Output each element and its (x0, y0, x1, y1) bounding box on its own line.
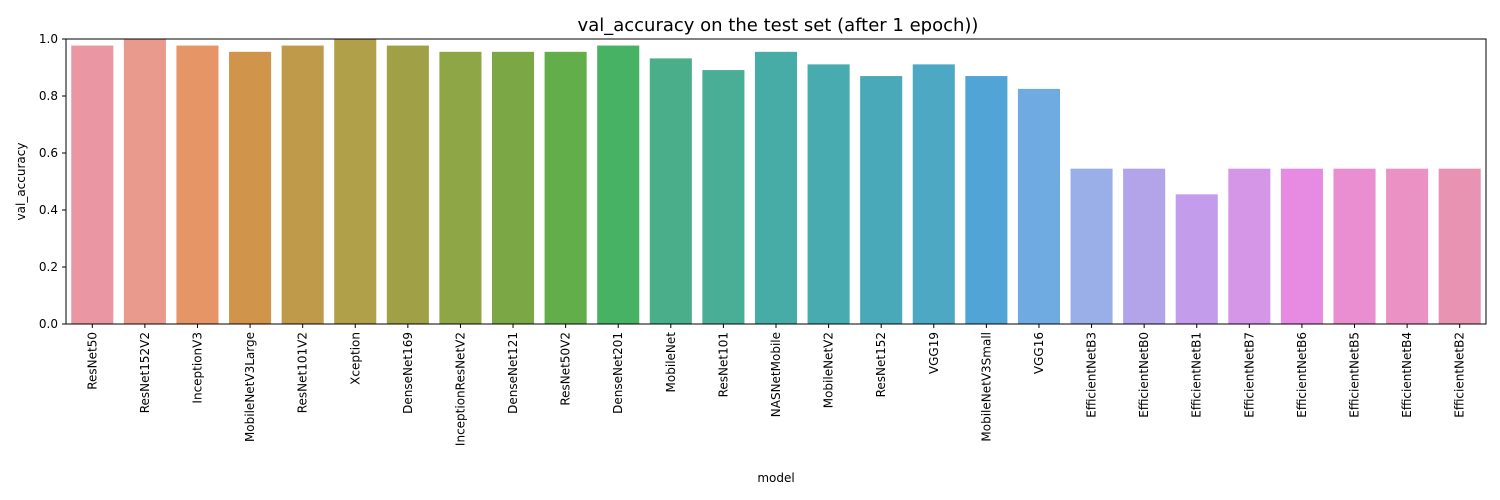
bar-MobileNetV3Small (965, 76, 1008, 324)
bar-ResNet152V2 (123, 39, 166, 324)
x-tick-label: DenseNet121 (506, 332, 520, 414)
bar-EfficientNetB0 (1123, 168, 1166, 324)
bar-EfficientNetB5 (1333, 168, 1376, 324)
bar-InceptionV3 (176, 45, 219, 325)
x-tick-label: MobileNetV3Large (243, 332, 257, 442)
x-tick-label: VGG16 (1032, 332, 1046, 374)
x-tick-label: ResNet50 (85, 332, 99, 390)
bar-DenseNet121 (492, 51, 535, 324)
y-tick-label: 0.0 (39, 317, 58, 331)
y-tick-label: 0.4 (39, 203, 58, 217)
x-tick-label: ResNet101V2 (296, 332, 310, 413)
bar-VGG16 (1017, 88, 1060, 325)
bar-EfficientNetB7 (1228, 168, 1271, 324)
bar-DenseNet169 (386, 45, 429, 325)
bar-InceptionResNetV2 (439, 51, 482, 324)
chart-title: val_accuracy on the test set (after 1 ep… (578, 15, 979, 36)
y-tick-label: 0.2 (39, 260, 58, 274)
x-tick-label: ResNet152V2 (138, 332, 152, 413)
x-tick-label: ResNet101 (716, 332, 730, 397)
x-tick-label: DenseNet201 (611, 332, 625, 414)
x-tick-label: EfficientNetB3 (1085, 332, 1099, 418)
x-tick-label: NASNetMobile (769, 332, 783, 417)
y-axis: 0.0 0.2 0.4 0.6 0.8 1.0 (39, 32, 66, 331)
x-tick-label: EfficientNetB7 (1242, 332, 1256, 418)
x-tick-label: EfficientNetB4 (1400, 332, 1414, 418)
x-tick-label: ResNet152 (874, 332, 888, 397)
x-tick-label: Xception (348, 332, 362, 385)
bar-MobileNet (649, 58, 692, 324)
x-tick-label: MobileNet (664, 332, 678, 393)
bar-Xception (334, 39, 377, 324)
x-tick-label: MobileNetV2 (822, 332, 836, 408)
bar-ResNet101V2 (281, 45, 324, 325)
bar-NASNetMobile (754, 51, 798, 324)
x-tick-label: EfficientNetB5 (1348, 332, 1362, 418)
plot-frame (65, 38, 1487, 325)
y-axis-title: val_accuracy (14, 143, 28, 221)
bar-ResNet101 (702, 70, 745, 324)
bar-EfficientNetB6 (1280, 168, 1323, 324)
bar-MobileNetV2 (807, 64, 850, 325)
bar-EfficientNetB1 (1175, 194, 1218, 324)
bar-VGG19 (912, 64, 955, 325)
x-tick-label: EfficientNetB0 (1137, 332, 1151, 418)
x-tick-label: InceptionV3 (190, 332, 204, 404)
bar-ResNet50 (71, 45, 114, 325)
x-axis-title: model (757, 471, 794, 485)
y-tick-label: 1.0 (39, 32, 58, 46)
x-tick-label: VGG19 (927, 332, 941, 374)
y-tick-label: 0.6 (39, 146, 58, 160)
bar-ResNet50V2 (544, 51, 587, 324)
x-tick-label: MobileNetV3Small (979, 332, 993, 442)
x-tick-label: InceptionResNetV2 (453, 332, 467, 446)
bar-EfficientNetB2 (1438, 168, 1481, 324)
x-tick-label: EfficientNetB2 (1453, 332, 1467, 418)
x-tick-label: DenseNet169 (401, 332, 415, 414)
bar-EfficientNetB4 (1386, 168, 1429, 324)
x-tick-label: EfficientNetB1 (1190, 332, 1204, 418)
bar-DenseNet201 (597, 45, 640, 325)
bar-MobileNetV3Large (229, 51, 272, 324)
x-tick-label: ResNet50V2 (559, 332, 573, 406)
x-tick-label: EfficientNetB6 (1295, 332, 1309, 418)
x-axis: ResNet50 ResNet152V2 InceptionV3 MobileNetV… (85, 324, 1467, 446)
bar-EfficientNetB3 (1070, 168, 1113, 324)
bars-group (71, 39, 1481, 325)
bar-ResNet152 (860, 76, 903, 324)
y-tick-label: 0.8 (39, 89, 58, 103)
